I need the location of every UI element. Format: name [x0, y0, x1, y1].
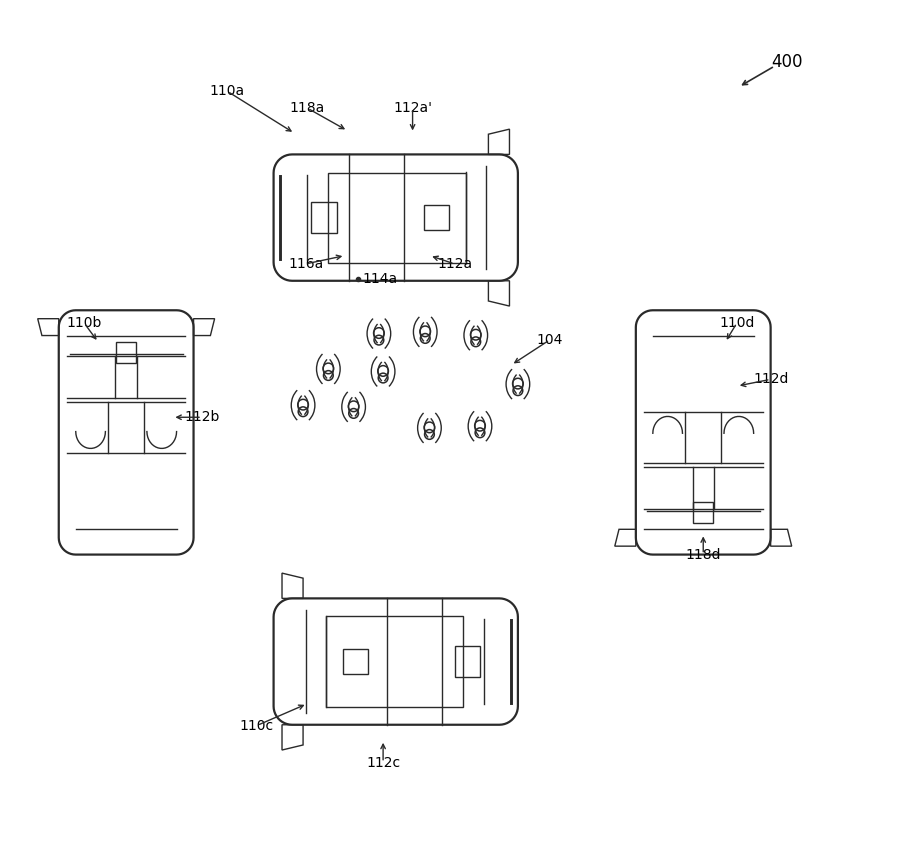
- Text: 112a: 112a: [437, 257, 472, 271]
- Text: 112c: 112c: [366, 756, 400, 770]
- Text: 112b: 112b: [185, 410, 220, 424]
- Text: 118a: 118a: [289, 101, 325, 115]
- Text: 110a: 110a: [210, 84, 245, 98]
- Text: 118d: 118d: [686, 548, 721, 561]
- Text: 112a': 112a': [393, 101, 432, 115]
- Text: 114a: 114a: [362, 272, 397, 286]
- Text: 400: 400: [772, 53, 803, 70]
- Text: 104: 104: [537, 332, 563, 347]
- Text: 110d: 110d: [719, 316, 755, 330]
- Text: 112d: 112d: [753, 372, 788, 387]
- Text: 110b: 110b: [67, 316, 102, 330]
- Text: 110c: 110c: [240, 718, 274, 733]
- Text: 116a: 116a: [288, 257, 323, 271]
